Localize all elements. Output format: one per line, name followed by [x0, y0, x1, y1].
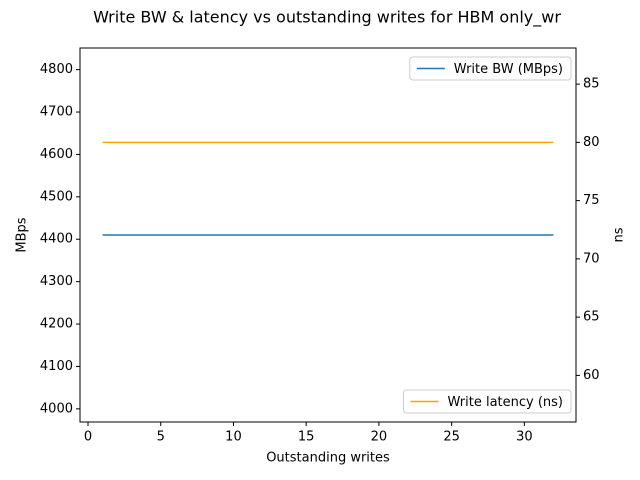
y2-tick-label: 85 [583, 77, 600, 92]
x-tick-label: 30 [516, 430, 533, 445]
y2-tick-label: 60 [583, 368, 600, 383]
chart-title: Write BW & latency vs outstanding writes… [93, 8, 561, 28]
y-tick-label: 4100 [40, 359, 73, 374]
x-tick-label: 15 [298, 430, 315, 445]
y-tick-label: 4600 [40, 147, 73, 162]
y2-tick-label: 70 [583, 251, 600, 266]
legend-box [409, 56, 572, 81]
y-tick-label: 4700 [40, 105, 73, 120]
plot-frame [79, 47, 577, 423]
x-tick-label: 5 [157, 430, 165, 445]
legend-label: Write latency (ns) [448, 395, 564, 410]
y2-tick-label: 65 [583, 310, 600, 325]
y-axis-label: MBps [15, 217, 30, 252]
x-axis-label: Outstanding writes [266, 451, 390, 466]
x-tick-label: 0 [84, 430, 92, 445]
x-tick-label: 10 [225, 430, 242, 445]
legend-label: Write BW (MBps) [454, 62, 563, 77]
y-tick-label: 4400 [40, 232, 73, 247]
y2-tick-label: 80 [583, 135, 600, 150]
y-tick-label: 4000 [40, 401, 73, 416]
y-tick-label: 4800 [40, 62, 73, 77]
y-tick-label: 4500 [40, 189, 73, 204]
y2-axis-label: ns [612, 227, 627, 242]
y2-tick-label: 75 [583, 193, 600, 208]
y-tick-label: 4200 [40, 317, 73, 332]
x-tick-label: 25 [443, 430, 460, 445]
y-tick-label: 4300 [40, 274, 73, 289]
legend-box [403, 389, 572, 414]
x-tick-label: 20 [371, 430, 388, 445]
